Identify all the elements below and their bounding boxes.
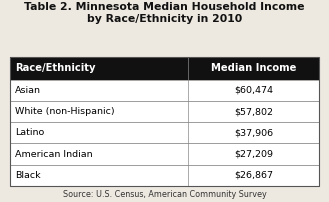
Text: Asian: Asian xyxy=(15,86,41,95)
Text: Source: U.S. Census, American Community Survey: Source: U.S. Census, American Community … xyxy=(63,190,266,199)
Text: Median Income: Median Income xyxy=(211,63,296,73)
Text: American Indian: American Indian xyxy=(15,149,92,159)
Text: Table 2. Minnesota Median Household Income
by Race/Ethnicity in 2010: Table 2. Minnesota Median Household Inco… xyxy=(24,2,305,24)
Text: Race/Ethnicity: Race/Ethnicity xyxy=(15,63,95,73)
Bar xyxy=(10,122,319,143)
Bar xyxy=(10,165,319,186)
Text: $26,867: $26,867 xyxy=(234,171,273,180)
Text: Black: Black xyxy=(15,171,40,180)
Bar xyxy=(10,57,319,186)
Text: Latino: Latino xyxy=(15,128,44,137)
Text: $60,474: $60,474 xyxy=(234,86,273,95)
Text: $37,906: $37,906 xyxy=(234,128,273,137)
Bar xyxy=(10,101,319,122)
Bar xyxy=(10,80,319,101)
Text: $57,802: $57,802 xyxy=(234,107,273,116)
Bar xyxy=(10,143,319,165)
Text: $27,209: $27,209 xyxy=(234,149,273,159)
Bar xyxy=(10,57,319,80)
Text: White (non-Hispanic): White (non-Hispanic) xyxy=(15,107,114,116)
